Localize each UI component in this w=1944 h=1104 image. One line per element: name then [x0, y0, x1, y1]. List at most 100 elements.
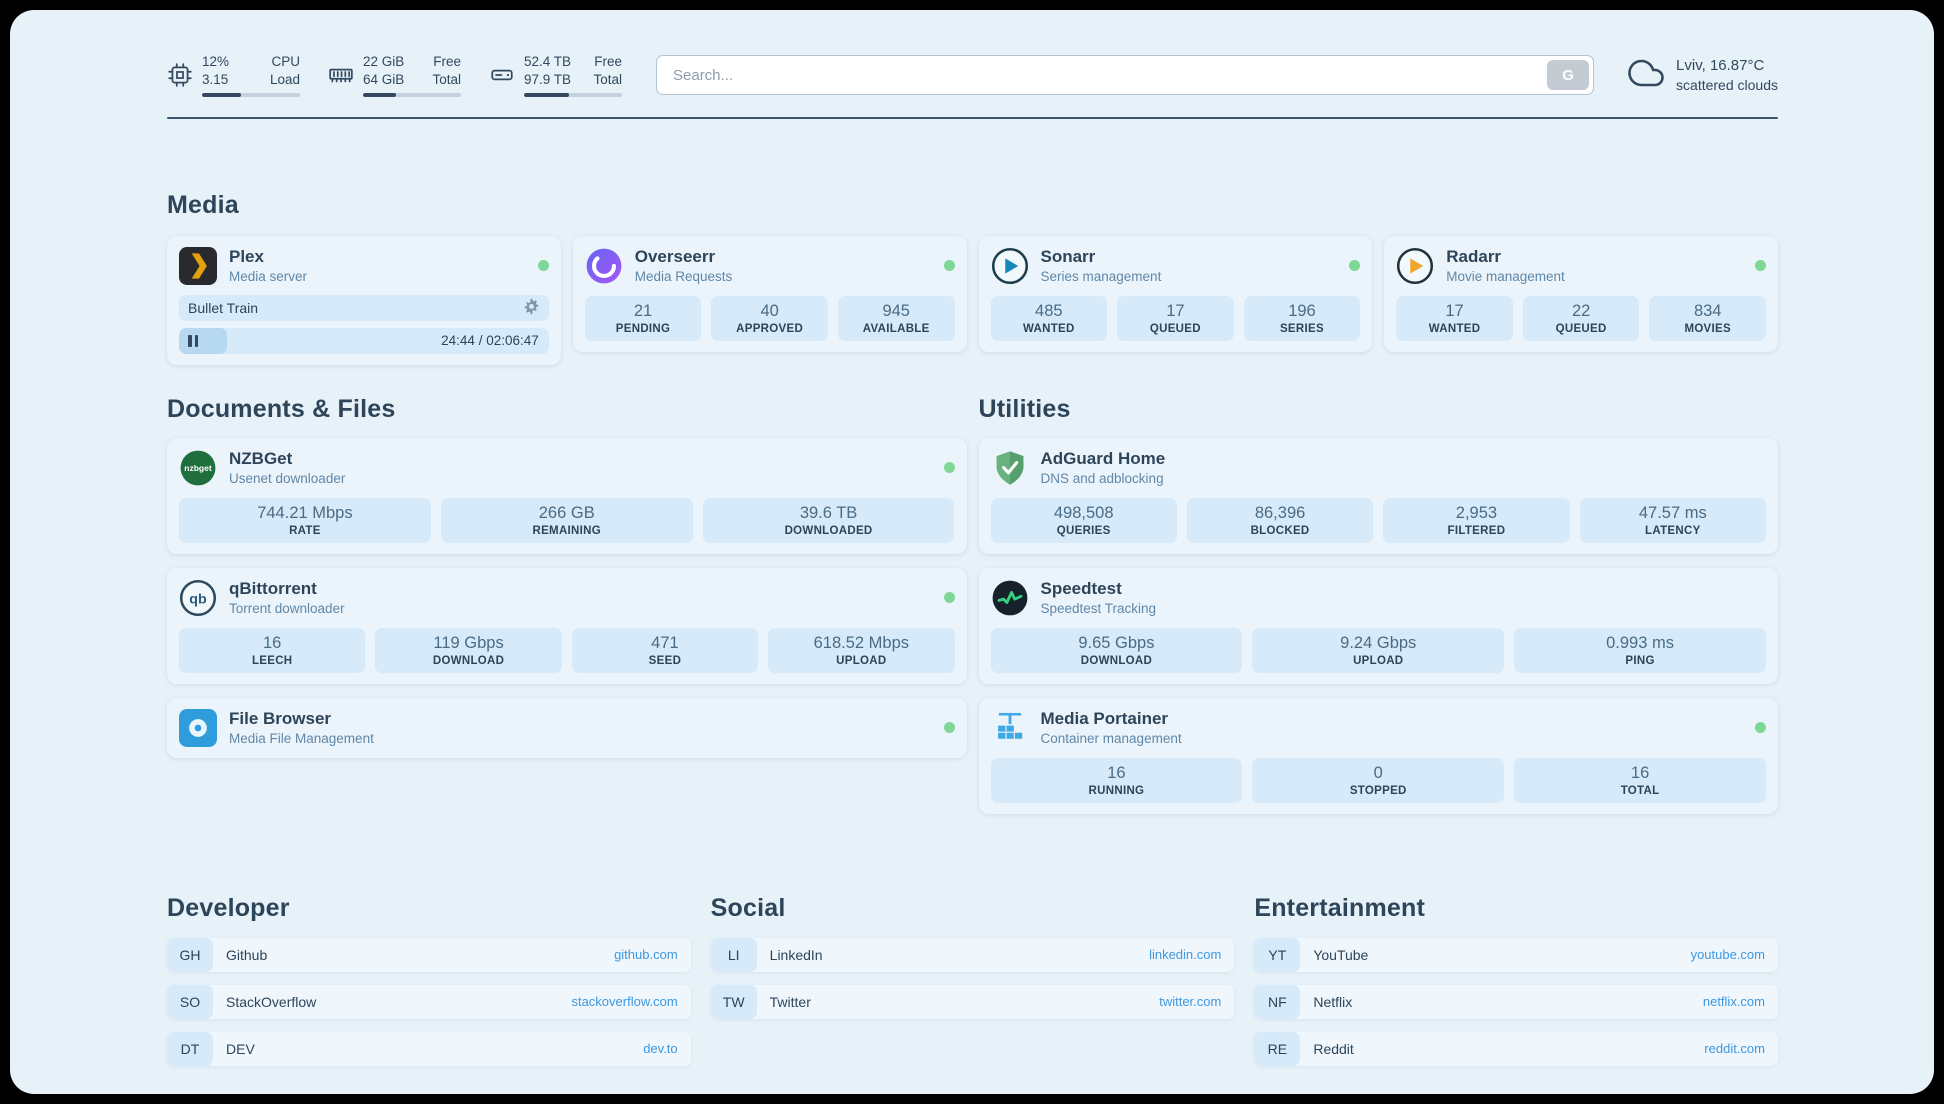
- stat-stopped: 0 STOPPED: [1252, 757, 1505, 803]
- bookmark-abbr: LI: [710, 937, 757, 972]
- memory-total-label: Total: [432, 71, 461, 87]
- top-bar: 12% CPU 3.15 Load: [167, 54, 1778, 97]
- status-dot: [1755, 260, 1766, 272]
- playback-progress-bar[interactable]: 24:44 / 02:06:47: [179, 327, 549, 354]
- entertainment-title: Entertainment: [1254, 893, 1426, 922]
- bookmark-twitter[interactable]: TW Twitter twitter.com: [710, 984, 1235, 1019]
- bookmark-stackoverflow[interactable]: SO StackOverflow stackoverflow.com: [167, 984, 691, 1019]
- stat-rate: 744.21 Mbps RATE: [179, 497, 431, 543]
- search-bar: G: [656, 55, 1595, 96]
- disk-free-value: 52.4 TB: [524, 54, 572, 69]
- stat-download: 119 Gbps DOWNLOAD: [375, 627, 562, 673]
- service-card-nzbget[interactable]: nzbget NZBGet Usenet downloader 744.21 M…: [167, 437, 967, 554]
- bookmark-abbr: NF: [1254, 984, 1301, 1019]
- status-dot: [537, 260, 549, 272]
- overseerr-icon: [585, 247, 623, 285]
- memory-monitor: 22 GiB Free 64 GiB Total: [328, 54, 461, 97]
- stat-wanted: 17 WANTED: [1396, 295, 1513, 341]
- filebrowser-icon: [179, 708, 217, 747]
- bookmark-url[interactable]: stackoverflow.com: [571, 994, 678, 1010]
- bookmark-linkedin[interactable]: LI LinkedIn linkedin.com: [710, 937, 1235, 972]
- stat-seed: 471 SEED: [571, 627, 759, 673]
- service-card-radarr[interactable]: Radarr Movie management 17 WANTED 22 QUE…: [1384, 235, 1778, 352]
- cpu-usage-label: CPU: [271, 54, 300, 69]
- bookmark-name: Reddit: [1313, 1040, 1354, 1057]
- cpu-icon: [167, 62, 193, 88]
- status-dot: [1755, 722, 1766, 734]
- portainer-icon: [991, 709, 1029, 747]
- service-card-qbittorrent[interactable]: qb qBittorrent Torrent downloader 16 LEE…: [167, 567, 967, 684]
- stat-downloaded: 39.6 TB DOWNLOADED: [702, 497, 955, 543]
- bookmark-name: StackOverflow: [226, 993, 317, 1010]
- stat-filtered: 2,953 FILTERED: [1383, 497, 1570, 543]
- bookmark-dev[interactable]: DT DEV dev.to: [167, 1031, 691, 1066]
- pause-icon[interactable]: [188, 334, 198, 347]
- stat-latency: 47.57 ms LATENCY: [1579, 497, 1766, 543]
- service-subtitle: Media Requests: [634, 269, 733, 285]
- media-section: Media Plex Media server: [167, 191, 1778, 365]
- dashboard-window: 12% CPU 3.15 Load: [10, 10, 1934, 1094]
- memory-icon: [328, 62, 354, 88]
- stat-queued: 22 QUEUED: [1522, 295, 1640, 341]
- disk-total-label: Total: [593, 71, 622, 87]
- bookmark-abbr: DT: [167, 1031, 213, 1066]
- service-name: Sonarr: [1040, 247, 1096, 267]
- bookmark-url[interactable]: dev.to: [643, 1041, 678, 1057]
- disk-total-value: 97.9 TB: [524, 71, 572, 87]
- bookmark-youtube[interactable]: YT YouTube youtube.com: [1254, 937, 1778, 972]
- memory-free-value: 22 GiB: [363, 54, 405, 69]
- stat-remaining: 266 GB REMAINING: [440, 497, 693, 543]
- stat-running: 16 RUNNING: [990, 757, 1243, 803]
- stat-upload: 618.52 Mbps UPLOAD: [768, 627, 955, 673]
- service-card-speedtest[interactable]: Speedtest Speedtest Tracking 9.65 Gbps D…: [978, 567, 1778, 684]
- bookmark-github[interactable]: GH Github github.com: [167, 937, 691, 972]
- bookmark-url[interactable]: twitter.com: [1159, 994, 1222, 1010]
- bookmarks-developer: Developer GH Github github.com SO StackO…: [167, 894, 691, 1079]
- weather-condition: scattered clouds: [1676, 77, 1778, 94]
- media-section-title: Media: [167, 190, 239, 219]
- service-card-portainer[interactable]: Media Portainer Container management 16 …: [978, 697, 1778, 814]
- service-name: Radarr: [1446, 247, 1502, 267]
- stat-queries: 498,508 QUERIES: [990, 497, 1177, 543]
- gear-icon[interactable]: [523, 298, 540, 318]
- bookmark-url[interactable]: linkedin.com: [1149, 947, 1222, 963]
- service-card-sonarr[interactable]: Sonarr Series management 485 WANTED 17 Q…: [978, 235, 1373, 352]
- service-subtitle: Torrent downloader: [229, 600, 345, 616]
- weather-widget: Lviv, 16.87°C scattered clouds: [1628, 55, 1778, 96]
- bookmarks-entertainment: Entertainment YT YouTube youtube.com NF …: [1254, 894, 1778, 1079]
- service-card-overseerr[interactable]: Overseerr Media Requests 21 PENDING 40 A…: [572, 235, 967, 352]
- bookmark-url[interactable]: reddit.com: [1704, 1041, 1765, 1057]
- service-subtitle: Usenet downloader: [229, 471, 346, 487]
- search-input[interactable]: [656, 55, 1595, 96]
- now-playing-title: Bullet Train: [188, 299, 259, 316]
- sonarr-icon: [991, 247, 1029, 285]
- bookmark-url[interactable]: youtube.com: [1690, 947, 1765, 963]
- speedtest-icon: [991, 579, 1029, 617]
- bookmark-url[interactable]: netflix.com: [1702, 994, 1765, 1010]
- stat-queued: 17 QUEUED: [1117, 295, 1234, 341]
- service-card-filebrowser[interactable]: File Browser Media File Management: [167, 697, 967, 758]
- developer-title: Developer: [167, 893, 290, 922]
- memory-total-value: 64 GiB: [363, 71, 405, 87]
- bookmark-abbr: GH: [167, 937, 213, 972]
- stat-approved: 40 APPROVED: [711, 295, 828, 341]
- bookmark-reddit[interactable]: RE Reddit reddit.com: [1254, 1031, 1778, 1066]
- bookmarks-social: Social LI LinkedIn linkedin.com TW Twitt…: [710, 894, 1235, 1032]
- nzbget-icon: nzbget: [179, 449, 217, 487]
- search-provider-button[interactable]: G: [1547, 60, 1590, 91]
- playback-time: 24:44 / 02:06:47: [441, 332, 539, 348]
- documents-section-title: Documents & Files: [167, 394, 396, 423]
- bookmark-abbr: SO: [167, 984, 213, 1019]
- bookmark-netflix[interactable]: NF Netflix netflix.com: [1254, 984, 1778, 1019]
- service-subtitle: Movie management: [1446, 269, 1565, 285]
- service-name: qBittorrent: [229, 579, 317, 599]
- status-dot: [943, 260, 955, 272]
- svg-text:nzbget: nzbget: [184, 463, 212, 473]
- memory-free-label: Free: [433, 54, 461, 69]
- service-card-adguard[interactable]: AdGuard Home DNS and adblocking 498,508 …: [978, 437, 1778, 554]
- system-monitors: 12% CPU 3.15 Load: [167, 54, 622, 97]
- service-card-plex[interactable]: Plex Media server Bullet Train: [167, 235, 561, 365]
- now-playing-row: Bullet Train: [179, 294, 549, 321]
- disk-progress-bar: [524, 92, 622, 97]
- bookmark-url[interactable]: github.com: [614, 947, 678, 963]
